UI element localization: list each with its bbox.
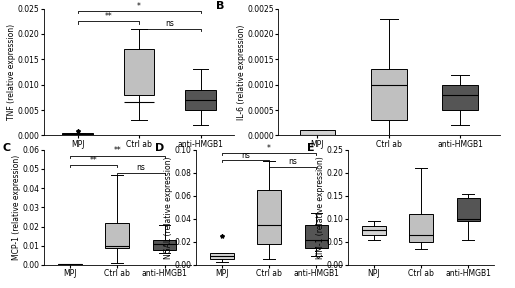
PathPatch shape xyxy=(371,69,407,120)
PathPatch shape xyxy=(58,264,82,265)
PathPatch shape xyxy=(258,190,281,244)
Text: ns: ns xyxy=(165,19,174,28)
Text: ns: ns xyxy=(288,158,297,166)
Text: *: * xyxy=(137,1,141,11)
Text: **: ** xyxy=(113,146,121,155)
PathPatch shape xyxy=(304,225,328,248)
PathPatch shape xyxy=(456,198,480,221)
PathPatch shape xyxy=(362,226,386,235)
Y-axis label: TNF (relative expression): TNF (relative expression) xyxy=(7,24,16,120)
Text: B: B xyxy=(216,1,225,11)
Y-axis label: IL-6 (relative expression): IL-6 (relative expression) xyxy=(237,24,246,120)
Y-axis label: NGAL (relative expression): NGAL (relative expression) xyxy=(164,156,173,259)
Y-axis label: MCP-1 (relative expression): MCP-1 (relative expression) xyxy=(12,155,21,260)
PathPatch shape xyxy=(152,240,176,250)
PathPatch shape xyxy=(442,85,478,110)
Text: C: C xyxy=(3,143,11,153)
PathPatch shape xyxy=(124,49,154,95)
Text: *: * xyxy=(267,144,271,153)
Text: D: D xyxy=(154,143,164,153)
PathPatch shape xyxy=(62,133,93,135)
Y-axis label: KIM-1 (relative expression): KIM-1 (relative expression) xyxy=(316,156,325,259)
Text: ns: ns xyxy=(241,151,250,160)
PathPatch shape xyxy=(106,223,129,248)
PathPatch shape xyxy=(409,214,433,242)
Text: **: ** xyxy=(90,156,97,164)
PathPatch shape xyxy=(185,90,216,110)
PathPatch shape xyxy=(210,253,234,259)
Text: E: E xyxy=(306,143,314,153)
Text: ns: ns xyxy=(136,163,145,172)
PathPatch shape xyxy=(300,130,335,135)
Text: **: ** xyxy=(105,12,112,21)
